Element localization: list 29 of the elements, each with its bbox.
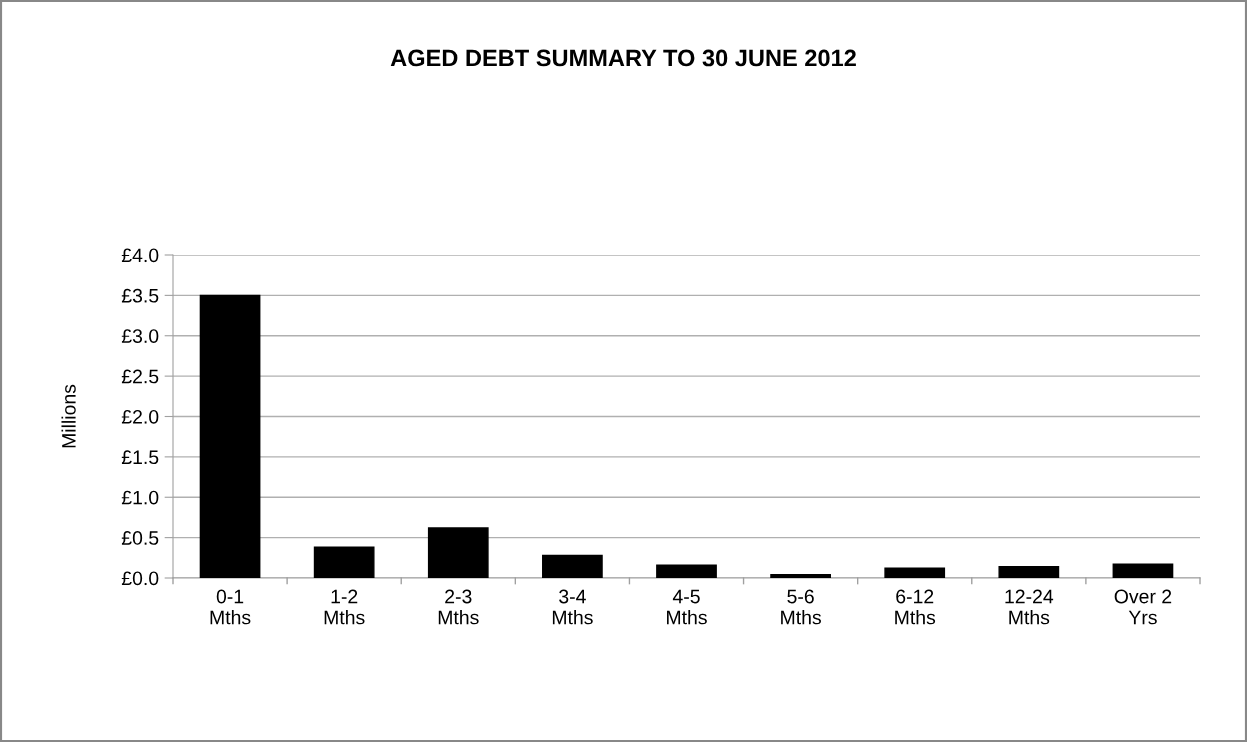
chart-title: AGED DEBT SUMMARY TO 30 JUNE 2012 (390, 49, 856, 67)
x-tick-label: 4-5 Mths (667, 589, 707, 625)
bar (770, 574, 831, 578)
y-axis-title: Millions (61, 384, 76, 448)
y-tick-label: £0.5 (121, 531, 159, 545)
bar (542, 554, 603, 578)
y-tick-label: £1.0 (121, 490, 159, 505)
bar (656, 564, 717, 578)
y-tick-label: £2.5 (121, 369, 159, 384)
bar (427, 527, 489, 578)
y-tick-label: £3.5 (121, 288, 159, 303)
y-tick-label: £2.0 (121, 409, 159, 424)
x-tick-label: 12-24 Mths (1005, 589, 1054, 625)
bar (313, 546, 375, 578)
x-tick-label: 5-6 Mths (781, 589, 821, 625)
y-tick-label: £3.0 (121, 329, 159, 343)
x-tick-label: 0-1 Mths (210, 589, 251, 625)
x-tick-label: 6-12 Mths (895, 589, 936, 625)
x-tick-label: 2-3 Mths (438, 589, 479, 625)
bar (1112, 563, 1174, 578)
y-tick-label: £4.0 (121, 248, 159, 263)
x-tick-label: Over 2 Yrs (1114, 589, 1172, 625)
bar (884, 567, 946, 578)
bar (998, 566, 1060, 578)
x-tick-label: 1-2 Mths (324, 589, 365, 625)
bar (199, 294, 261, 578)
x-tick-label: 3-4 Mths (552, 589, 593, 625)
y-tick-label: £1.5 (121, 450, 159, 465)
y-tick-label: £0.0 (121, 571, 159, 586)
